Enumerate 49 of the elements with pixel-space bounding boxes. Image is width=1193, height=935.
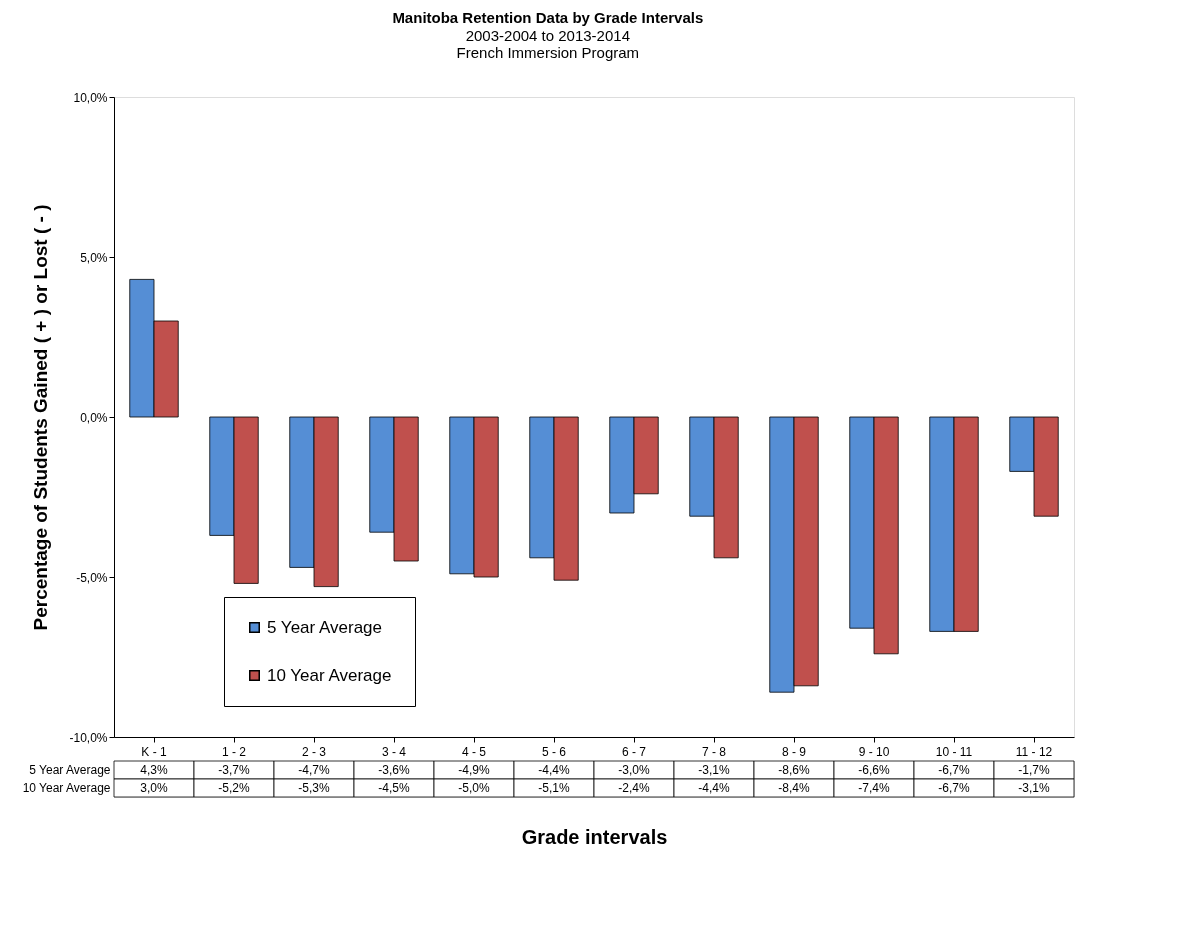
data-label: -4,9% (458, 763, 490, 777)
data-label: -6,7% (938, 763, 970, 777)
data-label: -6,6% (858, 763, 890, 777)
data-label: -3,7% (218, 763, 250, 777)
x-tick-label: 8 - 9 (781, 744, 807, 759)
y-tick-label: 5,0% (80, 250, 108, 265)
x-tick-label: 5 - 6 (541, 744, 567, 759)
data-label: -5,1% (538, 781, 570, 795)
data-label: -6,7% (938, 781, 970, 795)
x-tick-label: K - 1 (141, 744, 167, 759)
data-label: -8,6% (778, 763, 810, 777)
legend-label: 5 Year Average (267, 617, 383, 637)
data-label: -2,4% (618, 781, 650, 795)
data-label: -1,7% (1018, 763, 1050, 777)
x-axis-title: Grade intervals (521, 825, 668, 848)
data-label: -5,3% (298, 781, 330, 795)
data-label: 3,0% (140, 781, 168, 795)
legend-label: 10 Year Average (267, 665, 392, 685)
data-label: -3,6% (378, 763, 410, 777)
chart-title: Manitoba Retention Data by Grade Intervals (392, 8, 704, 26)
data-label: 4,3% (140, 763, 168, 777)
data-label: -4,7% (298, 763, 330, 777)
data-label: -5,2% (218, 781, 250, 795)
data-label: -4,5% (378, 781, 410, 795)
y-axis-title: Percentage of Students Gained ( + ) or Lost ( - ) (30, 204, 52, 631)
x-tick-label: 3 - 4 (381, 744, 407, 759)
text: 10 Year Average (22, 781, 111, 795)
x-tick-label: 10 - 11 (935, 744, 973, 759)
y-tick-label: -10,0% (69, 730, 108, 745)
data-label: -5,0% (458, 781, 490, 795)
y-tick-label: -5,0% (76, 570, 108, 585)
x-tick-label: 4 - 5 (461, 744, 487, 759)
x-tick-label: 6 - 7 (621, 744, 647, 759)
x-tick-label: 7 - 8 (701, 744, 727, 759)
data-label: -3,1% (1018, 781, 1050, 795)
x-tick-label: 1 - 2 (221, 744, 247, 759)
y-tick-label: 0,0% (80, 410, 108, 425)
x-tick-label: 2 - 3 (301, 744, 327, 759)
data-label: -4,4% (538, 763, 570, 777)
data-label: -7,4% (858, 781, 890, 795)
text: 5 Year Average (29, 763, 111, 777)
data-label: -8,4% (778, 781, 810, 795)
chart-subtitle: 2003-2004 to 2013-2014 French Immersion Program (456, 26, 640, 61)
data-label: -3,1% (698, 763, 730, 777)
x-tick-label: 9 - 10 (858, 744, 890, 759)
data-label: -4,4% (698, 781, 730, 795)
y-tick-label: 10,0% (73, 90, 108, 105)
data-label: -3,0% (618, 763, 650, 777)
x-tick-label: 11 - 12 (1015, 744, 1053, 759)
